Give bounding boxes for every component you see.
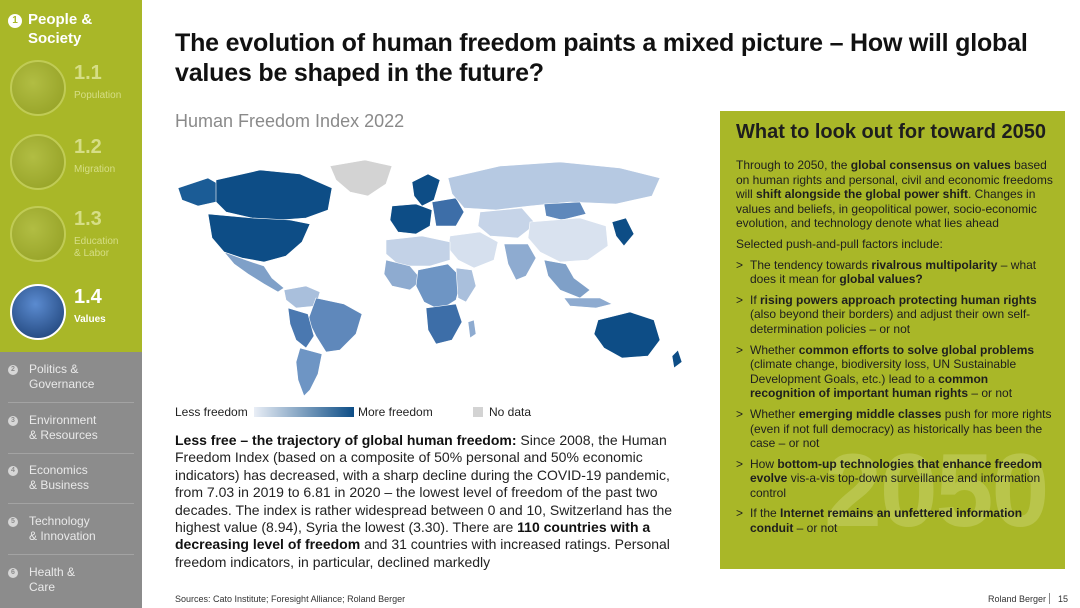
list-item: > If rising powers approach protecting hu… xyxy=(736,292,1037,336)
map-region-new-zealand xyxy=(671,349,683,369)
panel-factor-list: > The tendency towards rivalrous multipol… xyxy=(736,258,1054,536)
map-region-madagascar xyxy=(467,319,477,339)
sidebar-item-number: 1.1 xyxy=(74,62,102,84)
chapter-header[interactable]: 1 People & Society xyxy=(8,10,138,48)
legend-no-data-swatch xyxy=(473,407,483,417)
map-region-mexico xyxy=(223,251,285,293)
map-region-central-africa xyxy=(415,263,463,311)
map-region-north-africa xyxy=(385,235,451,267)
panel-factors-intro: Selected push-and-pull factors include: xyxy=(736,236,943,251)
legend-gradient xyxy=(254,407,354,417)
section-number-badge: 4 xyxy=(8,466,18,476)
chapter-number-badge: 1 xyxy=(8,14,22,28)
outlook-panel: 2050 What to look out for toward 2050 Th… xyxy=(720,111,1065,569)
map-region-mongolia xyxy=(543,201,587,221)
sidebar-section-politics[interactable]: 2 Politics & Governance xyxy=(8,362,134,412)
page-title: The evolution of human freedom paints a … xyxy=(175,29,1028,87)
section-number-badge: 2 xyxy=(8,365,18,375)
panel-content: Through to 2050, the global consensus on… xyxy=(736,158,1054,542)
map-region-brazil xyxy=(307,297,363,353)
chapter-title-line2: Society xyxy=(28,30,82,47)
map-region-usa xyxy=(207,213,311,263)
sidebar-item-values[interactable]: 1.4 Values xyxy=(10,280,138,344)
sidebar-divider xyxy=(8,402,134,403)
list-item: > The tendency towards rivalrous multipol… xyxy=(736,257,1037,287)
sidebar-item-label: Education & Labor xyxy=(74,236,119,259)
sidebar-section-environment[interactable]: 3 Environment & Resources xyxy=(8,413,134,463)
map-region-scandinavia xyxy=(411,173,441,207)
map-region-east-africa xyxy=(455,267,477,303)
page-number: 15 xyxy=(1058,594,1069,604)
sidebar-divider xyxy=(8,503,134,504)
map-region-russia xyxy=(447,161,661,211)
migration-thumbnail xyxy=(10,134,66,190)
panel-intro: Through to 2050, the global consensus on… xyxy=(736,158,1053,231)
legend-no-data-label: No data xyxy=(489,405,532,419)
brand-logo: Roland Berger xyxy=(987,594,1046,604)
map-region-india xyxy=(503,243,537,281)
list-item: > If the Internet remains an unfettered i… xyxy=(736,506,1023,536)
sidebar-item-label: Migration xyxy=(74,164,116,175)
section-number-badge: 5 xyxy=(8,517,18,527)
map-region-central-asia xyxy=(477,207,537,239)
values-thumbnail xyxy=(10,284,66,340)
map-region-korea-japan xyxy=(611,217,635,247)
map-region-argentina-chile xyxy=(295,347,323,397)
sidebar-item-number: 1.2 xyxy=(74,136,102,158)
map-region-southern-africa xyxy=(425,303,463,345)
sidebar-divider xyxy=(8,554,134,555)
panel-watermark-year: 2050 xyxy=(824,433,1049,549)
map-region-china xyxy=(527,217,609,263)
sidebar-item-label: Population xyxy=(74,90,122,101)
section-number-badge: 6 xyxy=(8,568,18,578)
sidebar: 1 People & Society 1.1 Population 1.2 Migr… xyxy=(0,0,142,608)
sidebar-item-education-labor[interactable]: 1.3 Education & Labor xyxy=(10,202,138,266)
sidebar-item-population[interactable]: 1.1 Population xyxy=(10,56,138,120)
map-region-eastern-europe xyxy=(431,197,465,227)
sidebar-section-health[interactable]: 6 Health & Care xyxy=(8,565,134,608)
legend-more-label: More freedom xyxy=(358,405,433,419)
list-item: > Whether common efforts to solve global … xyxy=(736,342,1035,401)
map-region-greenland xyxy=(329,159,393,197)
sidebar-divider xyxy=(8,453,134,454)
panel-heading: What to look out for toward 2050 xyxy=(736,121,1047,143)
education-thumbnail xyxy=(10,206,66,262)
world-freedom-map xyxy=(177,159,683,397)
sources-note: Sources: Cato Institute; Foresight Allia… xyxy=(175,594,406,604)
list-item: > How bottom-up technologies that enhance… xyxy=(736,456,1043,500)
map-region-indonesia xyxy=(563,297,613,309)
sidebar-item-label: Values xyxy=(74,314,106,325)
map-region-southeast-asia xyxy=(543,259,591,299)
body-paragraph: Less free – the trajectory of global hum… xyxy=(175,432,673,570)
sidebar-item-number: 1.3 xyxy=(74,208,102,230)
legend-less-label: Less freedom xyxy=(175,405,248,419)
map-region-middle-east xyxy=(447,231,499,269)
map-region-west-africa xyxy=(383,259,423,291)
map-region-alaska xyxy=(177,177,223,207)
map-region-western-europe xyxy=(389,203,433,235)
chapter-title-line1: People & xyxy=(28,11,93,28)
sidebar-section-economics[interactable]: 4 Economics & Business xyxy=(8,463,134,513)
list-item: > Whether emerging middle classes push fo… xyxy=(736,406,1052,451)
sidebar-active-chapter: 1 People & Society 1.1 Population 1.2 Migr… xyxy=(0,0,142,352)
sidebar-item-migration[interactable]: 1.2 Migration xyxy=(10,130,138,194)
population-thumbnail xyxy=(10,60,66,116)
footer-divider xyxy=(1049,593,1050,604)
map-region-australia xyxy=(593,311,661,359)
map-region-peru-bolivia xyxy=(287,307,315,349)
sidebar-section-technology[interactable]: 5 Technology & Innovation xyxy=(8,514,134,564)
map-region-canada xyxy=(215,169,333,221)
sidebar-item-number: 1.4 xyxy=(74,286,102,308)
section-number-badge: 3 xyxy=(8,416,18,426)
map-title: Human Freedom Index 2022 xyxy=(175,111,405,131)
